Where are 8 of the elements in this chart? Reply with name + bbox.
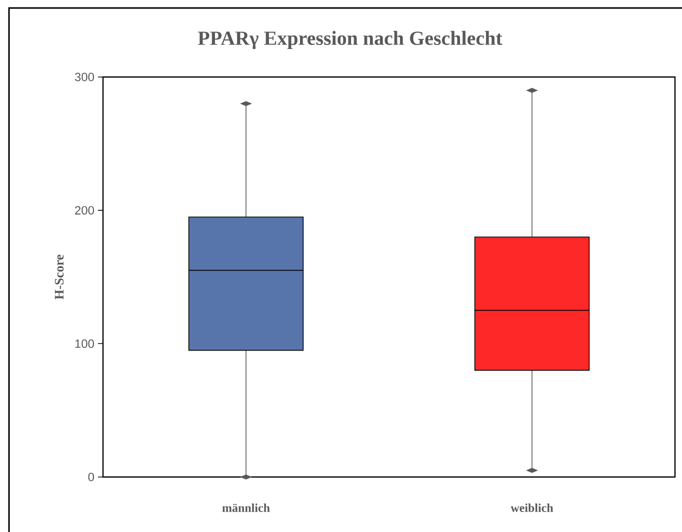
y-tick-label: 200 xyxy=(75,206,94,215)
y-axis-title: H-Score xyxy=(54,254,64,300)
y-tick-label: 0 xyxy=(88,472,94,482)
y-tick-label: 300 xyxy=(74,72,94,82)
x-tick-label: weiblich xyxy=(510,504,554,512)
y-tick-label: 100 xyxy=(75,339,94,348)
chart-title: PPARγ Expression nach Geschlecht xyxy=(198,30,502,50)
x-tick-label: männlich xyxy=(222,504,270,512)
